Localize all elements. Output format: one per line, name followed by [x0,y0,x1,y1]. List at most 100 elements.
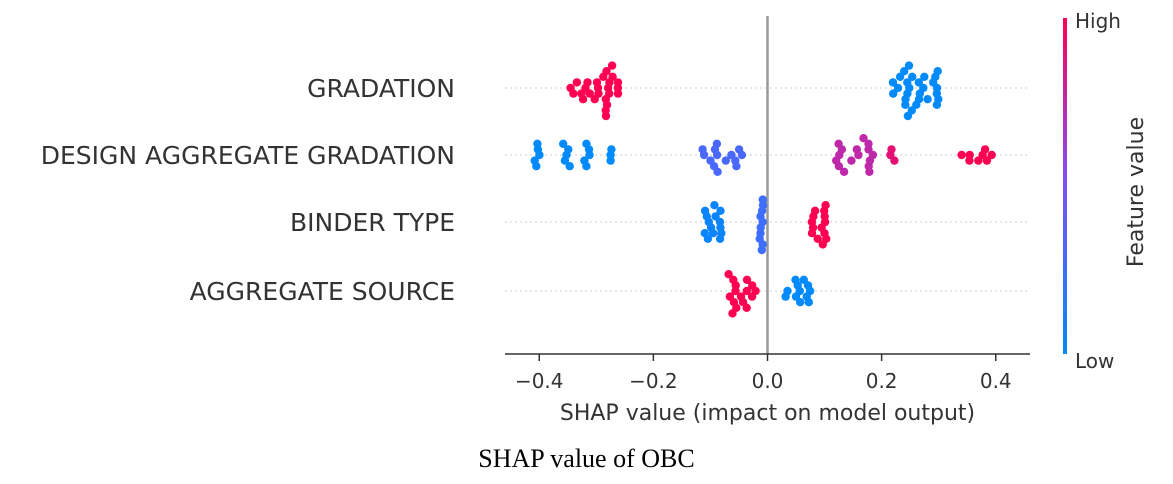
shap-point [923,95,932,104]
feature-label: GRADATION [307,74,455,103]
shap-point [933,67,942,76]
feature-label: DESIGN AGGREGATE GRADATION [41,141,455,170]
shap-point [903,111,913,121]
feature-label: BINDER TYPE [290,208,455,237]
shap-summary-plot: GRADATION DESIGN AGGREGATE GRADATION BINDE… [41,9,1149,426]
shap-point [865,167,874,176]
shap-point [904,61,914,70]
shap-point [791,275,800,284]
shap-point [888,78,898,87]
shap-point [982,156,992,165]
shap-point [728,309,737,318]
shap-point [834,162,844,171]
shap-point [742,286,751,296]
shap-point [716,206,725,215]
shap-point [721,156,730,165]
shap-point [751,286,760,296]
shap-point [711,212,720,221]
shap-point [712,139,722,148]
shap-point [601,111,611,121]
shap-point [578,95,588,104]
shap-point [895,72,905,82]
x-tick-label: −0.4 [515,369,564,393]
shap-point [781,292,790,301]
shap-point [908,72,917,82]
shap-point [974,156,983,165]
shap-point [585,89,594,98]
shap-point [533,139,542,148]
shap-point [532,162,541,171]
shap-point [965,150,974,160]
shap-point [818,240,827,249]
shap-point [582,162,591,171]
shap-point [912,100,921,110]
shap-point [717,229,726,238]
shap-point [852,145,861,154]
shap-point [889,89,898,98]
shap-point [813,234,822,243]
shap-point [791,292,801,301]
figure-caption: SHAP value of OBC [478,444,695,473]
shap-point [757,245,766,255]
feature-label: AGGREGATE SOURCE [190,277,455,306]
shap-point [607,145,616,154]
shap-point [724,270,733,279]
colorbar-high-label: High [1075,9,1121,33]
shap-point [734,145,744,154]
x-tick-label: 0.4 [980,369,1012,393]
shap-point [903,78,912,87]
shap-point [864,139,873,148]
shap-point [834,139,843,148]
feature-labels: GRADATION DESIGN AGGREGATE GRADATION BINDE… [41,74,455,306]
shap-point [732,162,741,171]
shap-point [729,275,738,284]
shap-point [613,78,623,87]
shap-point [564,145,573,154]
shap-point [914,78,923,87]
shap-point [583,78,592,87]
shap-point [569,89,578,98]
x-tick-label: 0.0 [752,369,784,393]
shap-point [758,195,767,204]
x-axis-title: SHAP value (impact on model output) [560,401,975,426]
shap-point [700,206,710,215]
shap-point [582,139,591,148]
shap-point [602,67,611,76]
shap-point [703,234,713,243]
shap-point [893,83,903,93]
x-tick-label: −0.2 [629,369,678,393]
shap-point [698,145,707,154]
shap-point [742,303,751,312]
shap-point [957,150,966,160]
shap-point [980,145,990,154]
shap-point [742,275,752,284]
shap-point [560,156,570,165]
shap-point [810,206,820,215]
shap-point [708,229,718,238]
shap-point [987,150,996,160]
shap-point [799,275,808,284]
shap-point [613,89,623,98]
shap-point [821,201,830,210]
shap-point [713,167,722,176]
shap-point [565,162,574,171]
shap-point [608,72,617,82]
shap-point [710,201,719,210]
colorbar-low-label: Low [1075,349,1114,373]
x-axis-ticks: −0.4 −0.2 0.0 0.2 0.4 [515,354,1012,393]
shap-point [559,139,568,148]
shap-point [572,78,582,87]
shap-point [606,156,615,165]
shap-point [804,298,813,307]
shap-point [839,167,849,176]
shap-point [890,156,899,165]
shap-point [932,100,942,110]
x-tick-label: 0.2 [866,369,898,393]
colorbar [1063,18,1067,354]
shap-point [592,78,602,87]
colorbar-title: Feature value [1124,117,1149,267]
shap-point [590,95,599,104]
shap-point [807,229,817,238]
shap-point [607,61,617,70]
shap-point [920,72,929,82]
